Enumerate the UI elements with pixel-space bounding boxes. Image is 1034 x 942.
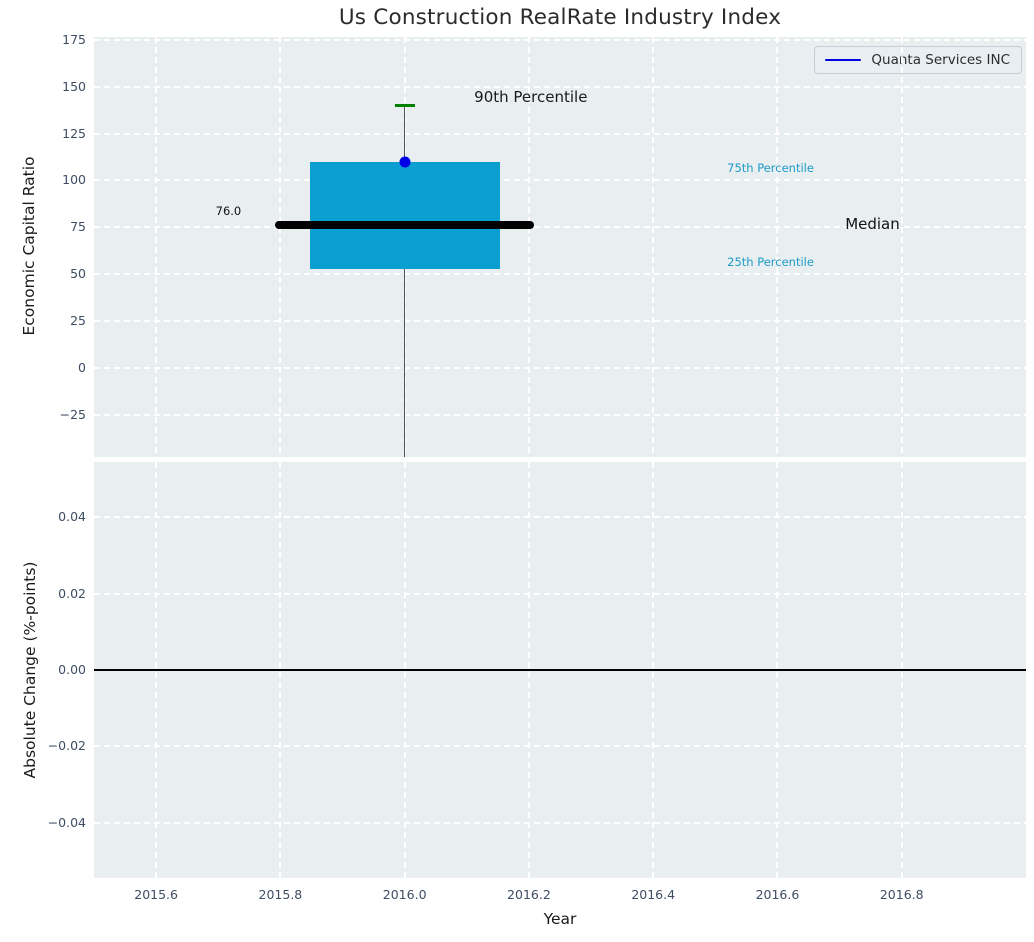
gridline-vertical [527,37,530,457]
annotation-76-0: 76.0 [215,204,242,218]
gridline-vertical [900,37,903,457]
gridline-horizontal [94,821,1026,824]
x-tick-label: 2015.8 [258,887,303,902]
gridline-horizontal [94,38,1026,41]
gridline-vertical [279,37,282,457]
y-tick-label: 150 [62,78,86,94]
top-axes-economic-capital-ratio: Quanta Services INC 90th Percentile 75th … [94,37,1026,457]
annotation-90th-percentile: 90th Percentile [474,88,588,106]
y-tick-label: −0.02 [47,738,86,754]
x-tick-label: 2016.6 [755,887,800,902]
annotation-25th-percentile: 25th Percentile [727,255,814,269]
chart-title: Us Construction RealRate Industry Index [338,5,782,30]
y-tick-label: 0.02 [58,585,86,601]
x-tick-label: 2016.0 [382,887,427,902]
gridline-horizontal [94,132,1026,135]
y-tick-label: 0.04 [58,509,86,525]
gridline-vertical [652,37,655,457]
x-tick-label: 2016.2 [507,887,551,902]
x-tick-label: 2016.4 [631,887,676,902]
quanta-services-marker-dot [399,156,411,168]
bottom-axes-absolute-change [94,462,1026,878]
gridline-vertical [776,37,779,457]
iqr-box [309,161,500,269]
gridline-horizontal [94,273,1026,276]
y-tick-label: 0.00 [58,662,86,677]
y-tick-label: 175 [62,31,86,47]
y-tick-label: 100 [62,172,86,188]
gridline-horizontal [94,320,1026,323]
annotation-median: Median [845,214,900,233]
p90-cap-line [394,103,415,108]
gridline-horizontal [94,366,1026,369]
y-tick-label: 125 [62,125,86,141]
y-tick-label: 0 [78,359,86,375]
y-tick-label: −0.04 [47,814,86,830]
x-axis-label: Year [543,910,577,928]
y-tick-label: 75 [70,219,86,235]
x-tick-label: 2015.6 [134,887,178,902]
gridline-horizontal [94,516,1026,519]
gridline-horizontal [94,592,1026,595]
gridline-horizontal [94,179,1026,182]
annotation-75th-percentile: 75th Percentile [727,161,814,176]
gridline-vertical [155,37,158,457]
gridline-horizontal [94,226,1026,229]
legend-line-swatch [825,58,862,62]
y-tick-label: 25 [70,313,86,329]
gridline-horizontal [94,745,1026,748]
gridline-horizontal [94,413,1026,416]
x-tick-label: 2016.8 [879,887,924,902]
zero-change-line [94,669,1026,671]
y-tick-label: 50 [70,266,86,282]
gridline-horizontal [94,85,1026,88]
whisker-line [403,105,406,457]
legend-label: Quanta Services INC [871,52,1010,68]
median-line [275,221,534,230]
y-tick-label: −25 [59,406,86,422]
legend: Quanta Services INC [814,46,1022,74]
